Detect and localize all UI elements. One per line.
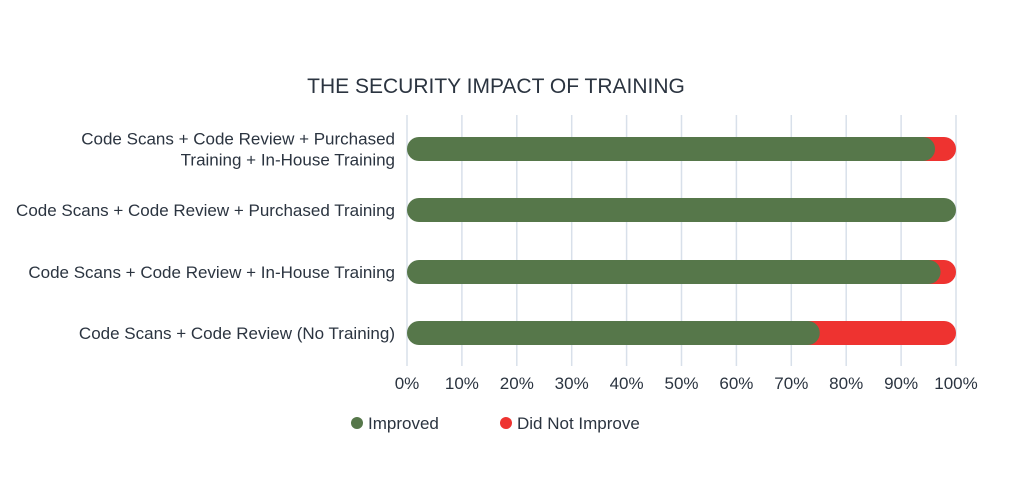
x-tick-label: 20% [500,374,534,393]
x-tick-label: 30% [555,374,589,393]
x-tick-label: 60% [719,374,753,393]
bar-improved [407,260,941,284]
category-label: Code Scans + Code Review (No Training) [79,324,395,343]
x-tick-label: 90% [884,374,918,393]
x-tick-label: 50% [664,374,698,393]
bar-improved [407,321,820,345]
x-tick-label: 80% [829,374,863,393]
x-tick-label: 0% [395,374,420,393]
bar-improved [407,198,956,222]
x-tick-label: 100% [934,374,977,393]
bar-improved [407,137,936,161]
x-tick-label: 10% [445,374,479,393]
legend-label: Did Not Improve [517,414,640,433]
category-label: Code Scans + Code Review + Purchased Tra… [16,201,395,220]
legend-marker [500,417,512,429]
category-label: Code Scans + Code Review + In-House Trai… [28,263,395,282]
x-tick-label: 40% [610,374,644,393]
bar-did-not-improve [795,321,956,345]
x-tick-label: 70% [774,374,808,393]
legend-marker [351,417,363,429]
category-label: Training + In-House Training [181,151,395,170]
chart-title: THE SECURITY IMPACT OF TRAINING [307,75,685,98]
legend-label: Improved [368,414,439,433]
category-label: Code Scans + Code Review + Purchased [81,130,395,149]
